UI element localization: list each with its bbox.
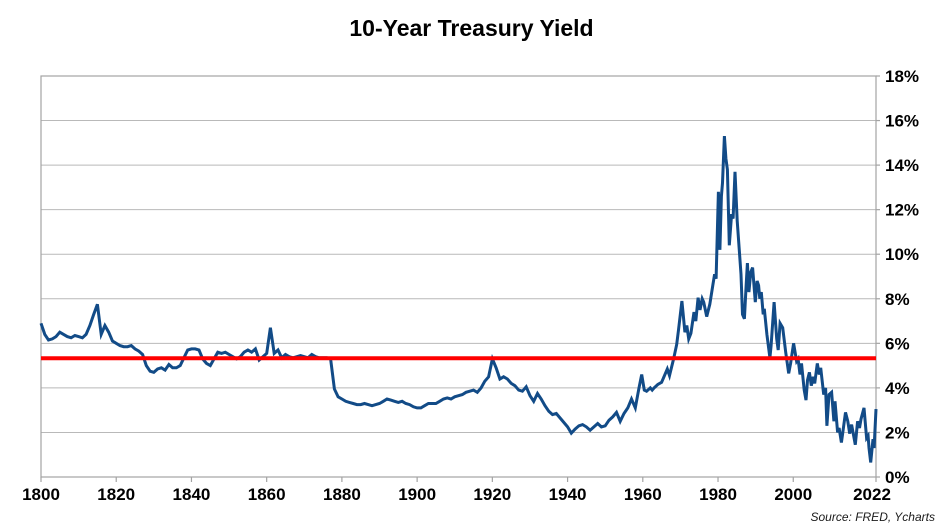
y-axis-label: 14% <box>885 156 919 175</box>
x-axis-label: 1900 <box>398 485 436 504</box>
x-axis-label: 1820 <box>97 485 135 504</box>
y-axis-label: 4% <box>885 379 910 398</box>
x-axis-label: 1920 <box>473 485 511 504</box>
y-axis-label: 0% <box>885 468 910 487</box>
source-note: Source: FRED, Ycharts <box>810 510 936 524</box>
yield-line <box>39 135 878 463</box>
plot-border <box>40 75 877 478</box>
y-axis-label: 12% <box>885 201 919 220</box>
x-axis-label: 2022 <box>853 485 891 504</box>
chart-title: 10-Year Treasury Yield <box>349 15 594 41</box>
y-axis-label: 2% <box>885 423 910 442</box>
y-axis-label: 18% <box>885 67 919 86</box>
x-axis-label: 1940 <box>549 485 587 504</box>
x-axis-label: 1980 <box>699 485 737 504</box>
x-axis-label: 2000 <box>774 485 812 504</box>
y-axis-label: 10% <box>885 245 919 264</box>
x-axis-label: 1800 <box>22 485 60 504</box>
y-axis-label: 8% <box>885 290 910 309</box>
x-axis-label: 1880 <box>323 485 361 504</box>
x-axis-label: 1960 <box>624 485 662 504</box>
x-axis-label: 1840 <box>173 485 211 504</box>
x-axis-label: 1860 <box>248 485 286 504</box>
y-axis-label: 6% <box>885 334 910 353</box>
y-axis-label: 16% <box>885 112 919 131</box>
